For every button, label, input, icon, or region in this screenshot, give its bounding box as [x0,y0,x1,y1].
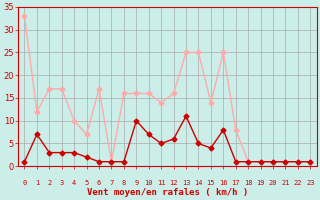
X-axis label: Vent moyen/en rafales ( km/h ): Vent moyen/en rafales ( km/h ) [87,188,248,197]
